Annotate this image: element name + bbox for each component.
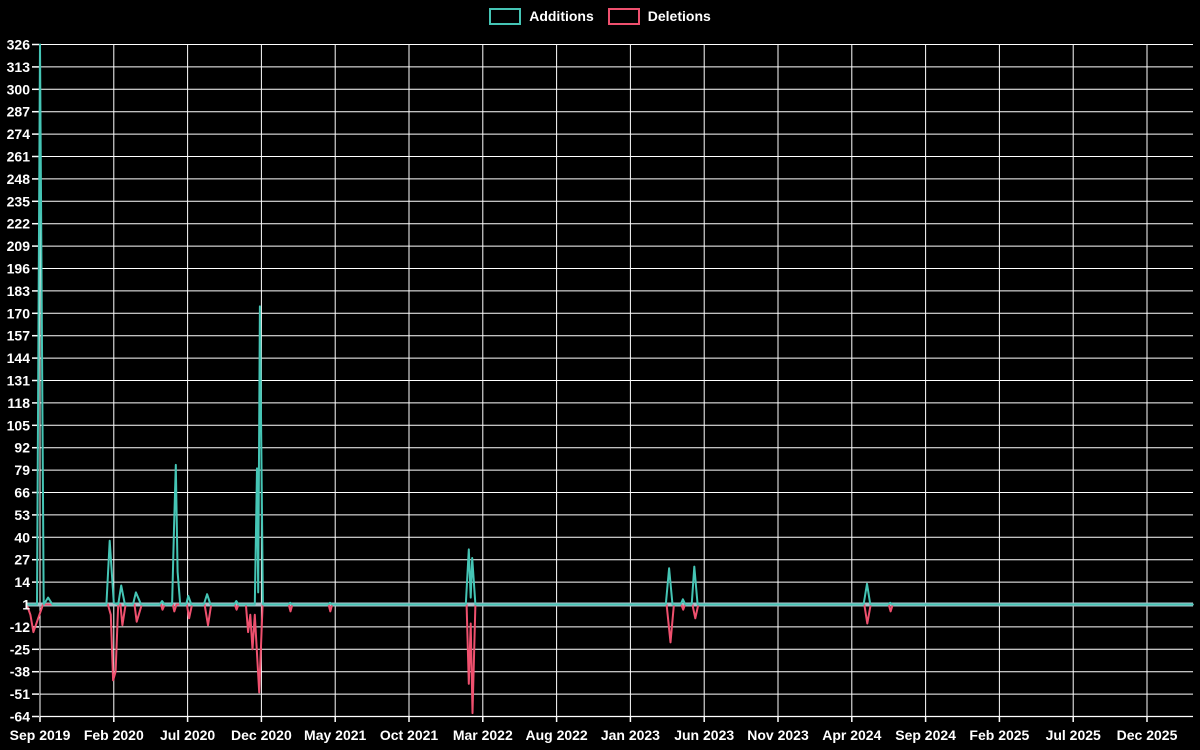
- series-lines: [25, 43, 1194, 715]
- legend-item-deletions[interactable]: Deletions: [607, 7, 711, 26]
- chart-legend: Additions Deletions: [0, 7, 1200, 26]
- additions-line: [25, 43, 1194, 606]
- x-tick-label: Oct 2021: [380, 727, 439, 743]
- y-tick-label: -64: [10, 709, 30, 725]
- x-tick-label: Apr 2024: [822, 727, 881, 743]
- x-tick-label: Sep 2019: [10, 727, 71, 743]
- y-tick-label: 235: [7, 193, 31, 209]
- x-tick-label: Sep 2024: [895, 727, 956, 743]
- y-tick-label: 274: [7, 126, 31, 142]
- x-tick-label: Jan 2023: [601, 727, 660, 743]
- y-tick-label: 66: [14, 485, 30, 501]
- y-tick-label: -51: [10, 686, 30, 702]
- y-tick-label: 287: [7, 104, 31, 120]
- x-tick-label: Jun 2023: [674, 727, 734, 743]
- y-tick-label: 222: [7, 216, 31, 232]
- x-tick-label: Feb 2025: [969, 727, 1029, 743]
- deletions-swatch-icon: [607, 8, 640, 25]
- y-tick-label: 40: [14, 529, 30, 545]
- legend-label-additions: Additions: [529, 8, 594, 24]
- y-tick-label: 170: [7, 305, 31, 321]
- y-tick-label: 92: [14, 440, 30, 456]
- x-tick-label: Jul 2025: [1046, 727, 1101, 743]
- y-tick-label: 118: [7, 395, 30, 411]
- y-tick-label: 248: [7, 171, 31, 187]
- y-tick-label: 313: [7, 59, 31, 75]
- x-tick-label: Dec 2020: [231, 727, 292, 743]
- x-tick-label: May 2021: [304, 727, 366, 743]
- y-tick-label: 79: [14, 462, 30, 478]
- legend-label-deletions: Deletions: [647, 8, 711, 24]
- y-tick-label: 144: [7, 350, 31, 366]
- y-tick-label: 196: [7, 261, 31, 277]
- y-tick-label: 326: [7, 37, 31, 53]
- deletions-line: [25, 603, 1194, 715]
- y-tick-label: 27: [14, 552, 30, 568]
- y-tick-label: 53: [14, 507, 30, 523]
- y-tick-label: 209: [7, 238, 31, 254]
- y-tick-label: -12: [10, 619, 30, 635]
- y-tick-label: -25: [10, 641, 30, 657]
- y-tick-label: 1: [22, 597, 30, 613]
- gridlines: [39, 44, 1193, 717]
- y-tick-label: 157: [7, 328, 31, 344]
- x-tick-label: Nov 2023: [747, 727, 809, 743]
- y-tick-label: 183: [7, 283, 31, 299]
- axis-labels: 326 313 300 287 274 261 248 235 222 209 196 183 170 1…: [7, 37, 1178, 744]
- x-tick-label: Mar 2022: [453, 727, 513, 743]
- x-tick-label: Jul 2020: [160, 727, 215, 743]
- x-tick-label: Dec 2025: [1117, 727, 1178, 743]
- additions-swatch-icon: [489, 8, 522, 25]
- y-tick-label: 131: [7, 373, 31, 389]
- legend-item-additions[interactable]: Additions: [489, 7, 594, 26]
- axes: [32, 43, 1193, 722]
- y-tick-label: 105: [7, 417, 31, 433]
- y-tick-label: -38: [10, 664, 30, 680]
- x-tick-label: Aug 2022: [525, 727, 587, 743]
- y-tick-label: 14: [14, 574, 30, 590]
- y-tick-label: 261: [7, 149, 31, 165]
- y-tick-label: 300: [7, 81, 31, 97]
- x-tick-label: Feb 2020: [84, 727, 144, 743]
